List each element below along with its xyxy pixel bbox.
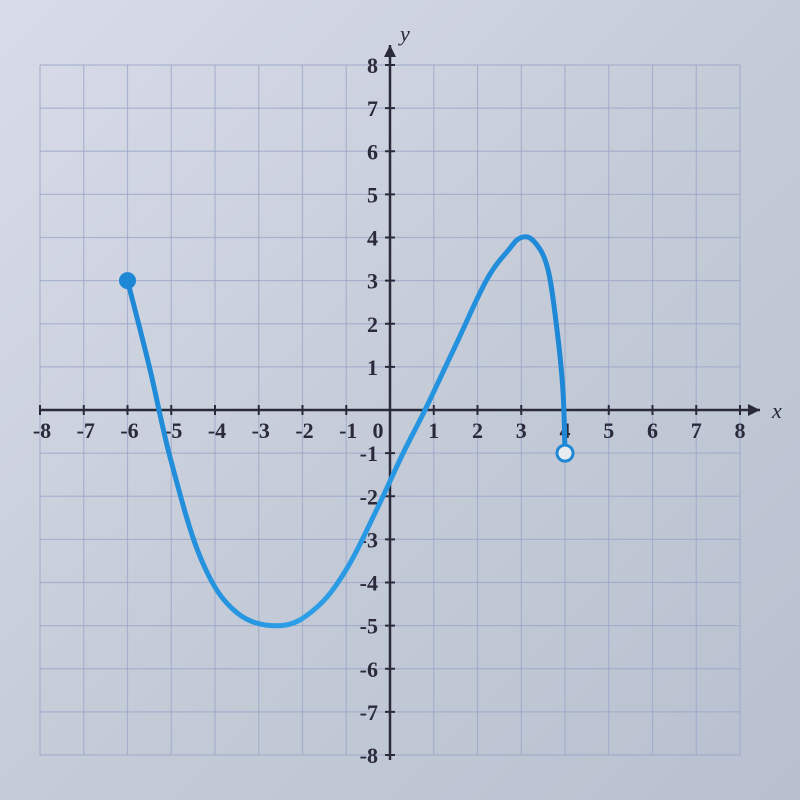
x-tick-label: 2 [472,418,483,443]
y-tick-label: 6 [367,139,378,164]
x-tick-label: 5 [603,418,614,443]
open-endpoint [557,445,573,461]
y-tick-label: 5 [367,182,378,207]
y-tick-label: -5 [360,614,378,639]
y-axis-label: y [398,21,410,46]
x-tick-label: 8 [735,418,746,443]
x-tick-label: -6 [120,418,138,443]
y-tick-label: 7 [367,96,378,121]
y-tick-label: -7 [360,700,378,725]
x-tick-label: 0 [373,418,384,443]
x-tick-label: -3 [252,418,270,443]
x-tick-label: 3 [516,418,527,443]
y-tick-label: -2 [360,484,378,509]
y-tick-label: 8 [367,53,378,78]
x-tick-label: -2 [295,418,313,443]
y-tick-label: -6 [360,657,378,682]
y-tick-label: -8 [360,743,378,768]
y-tick-label: 1 [367,355,378,380]
chart-container: -8-7-6-5-4-3-2-1012345678-8-7-6-5-4-3-2-… [10,20,790,780]
y-tick-label: -1 [360,441,378,466]
y-tick-label: 4 [367,226,378,251]
x-tick-label: 6 [647,418,658,443]
y-tick-label: -4 [360,571,378,596]
closed-endpoint [120,273,136,289]
coordinate-plane: -8-7-6-5-4-3-2-1012345678-8-7-6-5-4-3-2-… [10,20,790,780]
x-axis-label: x [771,398,782,423]
x-tick-label: -1 [339,418,357,443]
x-tick-label: -7 [77,418,95,443]
y-tick-label: 2 [367,312,378,337]
x-tick-label: 7 [691,418,702,443]
x-tick-label: -4 [208,418,226,443]
x-tick-label: 1 [428,418,439,443]
x-tick-label: -8 [33,418,51,443]
y-tick-label: 3 [367,269,378,294]
